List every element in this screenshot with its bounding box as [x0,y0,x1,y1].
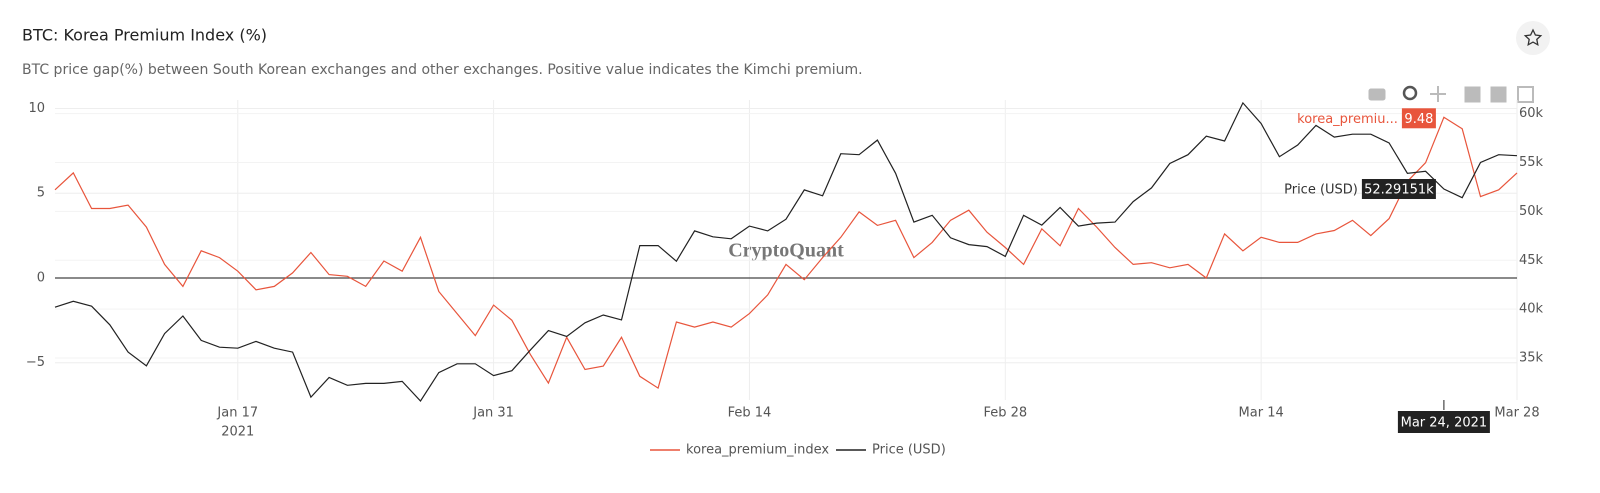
legend-label: Price (USD) [872,443,946,458]
zoom-icon[interactable] [1402,85,1418,101]
series-line [54,116,1518,390]
star-icon[interactable] [1523,28,1543,47]
y-tick-label: 0 [37,270,45,285]
x-tick-label: Feb 28 [983,406,1027,421]
x-tick-label: Mar 28 [1494,406,1539,421]
y-tick-label: 10 [28,101,45,116]
hover-value-box [1401,108,1436,129]
x-tick-label: Mar 14 [1239,406,1284,421]
hover-series-label: korea_premiu... [1297,112,1398,127]
grid [55,100,1518,400]
favorite-button[interactable] [1516,21,1550,55]
y-tick-label: −5 [26,355,45,370]
y2-tick-label: 40k [1519,302,1544,317]
y2-tick-label: 45k [1519,253,1544,268]
hover-value: 52.29151k [1364,183,1434,198]
hover-date-box [1397,411,1490,433]
pan-icon[interactable] [1430,86,1446,102]
toolbar [1368,85,1534,103]
x-tick-label: Jan 17 [216,406,258,421]
legend-label: korea_premium_index [686,443,829,458]
y2-tick-label: 35k [1519,350,1544,365]
x-tick-label: Feb 14 [728,406,772,421]
hover-date: Mar 24, 2021 [1401,416,1488,431]
watermark: CryptoQuant [728,240,844,262]
hover-series-label: Price (USD) [1284,183,1358,198]
y2-tick-label: 50k [1519,204,1544,219]
x-year-label: 2021 [221,425,254,440]
y2-tick-label: 60k [1519,106,1544,121]
button-bg[interactable] [1516,21,1550,55]
hover-value: 9.48 [1404,112,1433,127]
y-tick-label: 5 [37,186,45,201]
zoom-out-icon[interactable] [1490,86,1507,103]
camera-icon[interactable] [1368,88,1386,101]
zoom-in-icon[interactable] [1464,86,1481,103]
series-line [54,101,1518,402]
autoscale-icon[interactable] [1517,86,1534,103]
chart-title: BTC: Korea Premium Index (%) [22,26,267,45]
hover-value-box [1361,179,1436,200]
x-tick-label: Jan 31 [472,406,514,421]
y2-tick-label: 55k [1519,155,1544,170]
chart-subtitle: BTC price gap(%) between South Korean ex… [22,62,863,78]
